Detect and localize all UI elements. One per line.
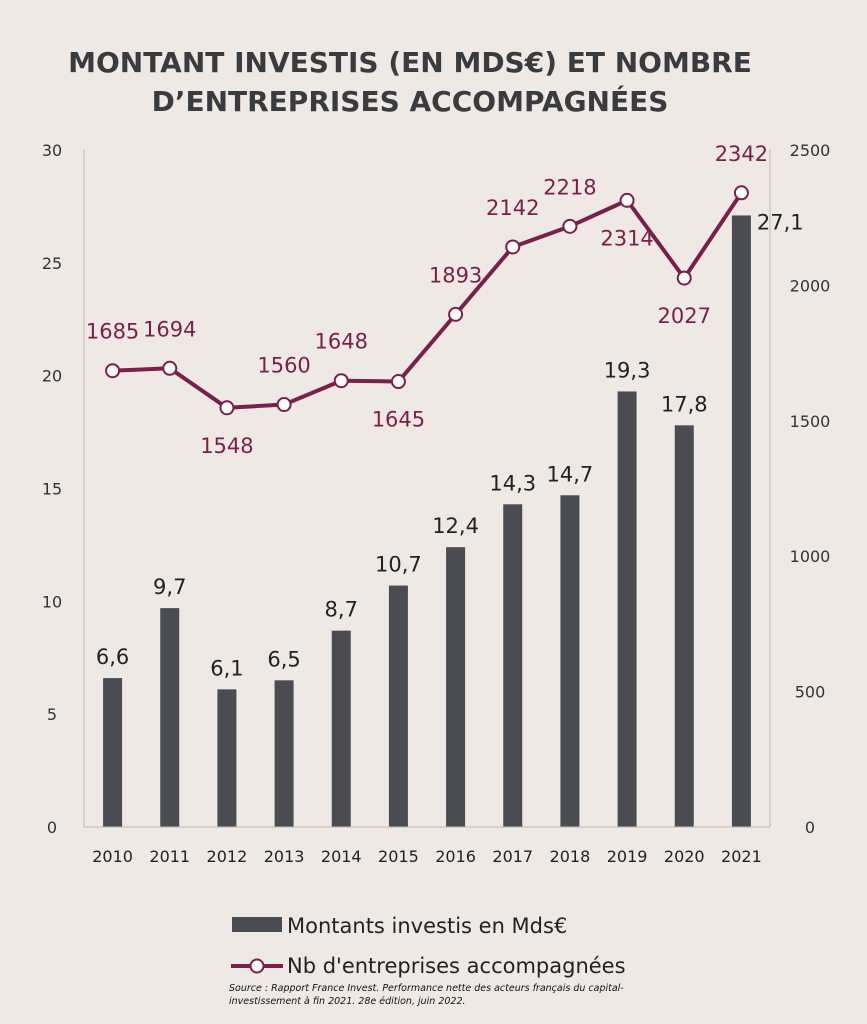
source-note-line-2: investissement à fin 2021. 28e édition, …	[229, 996, 466, 1007]
right-axis-tick-label: 1500	[790, 412, 831, 431]
bar	[274, 680, 294, 827]
line-point	[676, 270, 692, 286]
line-data-label: 1560	[257, 354, 310, 378]
left-axis-tick-label: 5	[47, 705, 57, 724]
line-point	[448, 306, 464, 322]
x-axis: 2010 2011 2012 2013 2014 2015 2016 2017 2018 2019…	[84, 826, 770, 866]
right-axis-tick-label: 1000	[790, 547, 831, 566]
data-labels: 6,6 9,7 6,1 6,5 8,7 10,7 12,4 14,3 14,7 19,3 17,8 2…	[86, 142, 804, 681]
line-series	[105, 185, 749, 416]
line-path	[112, 191, 744, 410]
x-axis-tick-label: 2013	[264, 847, 305, 866]
bar	[446, 547, 466, 827]
line-data-label: 1548	[200, 434, 253, 458]
right-axis-tick-label: 2000	[790, 276, 831, 295]
legend-bar-label: Montants investis en Mds€	[287, 914, 567, 938]
line-data-label: 1645	[372, 408, 425, 432]
bar-data-label: 6,1	[210, 656, 243, 680]
line-data-label: 2142	[486, 196, 539, 220]
x-axis-tick-label: 2011	[149, 847, 190, 866]
bar-data-label: 17,8	[661, 392, 708, 416]
bar	[331, 630, 351, 827]
bar	[731, 215, 751, 827]
bar	[617, 391, 637, 827]
right-axis-tick-label: 0	[805, 818, 815, 837]
bar	[674, 425, 694, 827]
line-point	[505, 239, 521, 255]
bar	[560, 495, 580, 827]
x-axis-tick-label: 2019	[607, 847, 648, 866]
bar-data-label: 9,7	[153, 575, 186, 599]
left-axis-tick-label: 30	[42, 141, 62, 160]
bar-data-label: 14,3	[489, 471, 536, 495]
line-data-label: 1685	[86, 320, 139, 344]
line-data-label: 1694	[143, 317, 196, 341]
bar	[388, 585, 408, 827]
line-point	[390, 374, 406, 390]
bar-data-label: 27,1	[757, 210, 804, 234]
legend-bar-swatch	[232, 917, 282, 932]
line-data-label: 2027	[658, 304, 711, 328]
bar-data-label: 19,3	[604, 358, 651, 382]
x-axis-tick-label: 2021	[721, 847, 762, 866]
line-point	[733, 185, 749, 201]
line-data-label: 2342	[715, 142, 768, 166]
line-point	[619, 192, 635, 208]
x-axis-tick-label: 2016	[435, 847, 476, 866]
right-axis-tick-label: 500	[795, 683, 826, 702]
right-axis-tick-label: 2500	[790, 141, 831, 160]
bar	[160, 608, 180, 827]
line-data-label: 1893	[429, 263, 482, 287]
x-axis-tick-label: 2017	[492, 847, 533, 866]
chart-title-line-1: MONTANT INVESTIS (EN MDS€) ET NOMBRE	[68, 46, 752, 79]
legend: Montants investis en Mds€ Nb d'entrepris…	[231, 914, 626, 978]
bar-data-label: 12,4	[432, 514, 479, 538]
bar-data-label: 6,6	[96, 645, 129, 669]
legend-line-label: Nb d'entreprises accompagnées	[287, 954, 626, 978]
right-axis: 0 500 1000 1500 2000 2500	[769, 141, 831, 837]
x-axis-tick-label: 2018	[550, 847, 591, 866]
left-axis: 0 5 10 15 20 25 30	[42, 141, 85, 837]
chart-title-line-2: D’ENTREPRISES ACCOMPAGNÉES	[152, 84, 669, 118]
legend-line-marker	[249, 958, 265, 974]
bar-series	[103, 215, 751, 827]
line-point	[333, 373, 349, 389]
line-point	[276, 397, 292, 413]
bar-data-label: 8,7	[325, 598, 358, 622]
bar-data-label: 14,7	[547, 462, 594, 486]
source-note-line-1: Source : Rapport France Invest. Performa…	[229, 983, 624, 994]
line-data-label: 2218	[543, 175, 596, 199]
bar-data-label: 10,7	[375, 553, 422, 577]
line-data-label: 2314	[600, 226, 653, 250]
line-data-label: 1648	[315, 330, 368, 354]
line-point	[105, 363, 121, 379]
x-axis-tick-label: 2010	[92, 847, 133, 866]
left-axis-tick-label: 25	[42, 254, 62, 273]
left-axis-tick-label: 0	[47, 818, 57, 837]
x-axis-tick-label: 2012	[207, 847, 248, 866]
bar	[217, 689, 237, 827]
bar-data-label: 6,5	[267, 647, 300, 671]
x-axis-tick-label: 2014	[321, 847, 362, 866]
line-point	[562, 218, 578, 234]
x-axis-tick-label: 2015	[378, 847, 419, 866]
bar	[503, 504, 523, 827]
left-axis-tick-label: 20	[42, 367, 62, 386]
line-point	[162, 360, 178, 376]
x-axis-tick-label: 2020	[664, 847, 705, 866]
left-axis-tick-label: 15	[42, 480, 62, 499]
left-axis-tick-label: 10	[42, 592, 62, 611]
bar	[103, 678, 123, 827]
line-point	[219, 400, 235, 416]
